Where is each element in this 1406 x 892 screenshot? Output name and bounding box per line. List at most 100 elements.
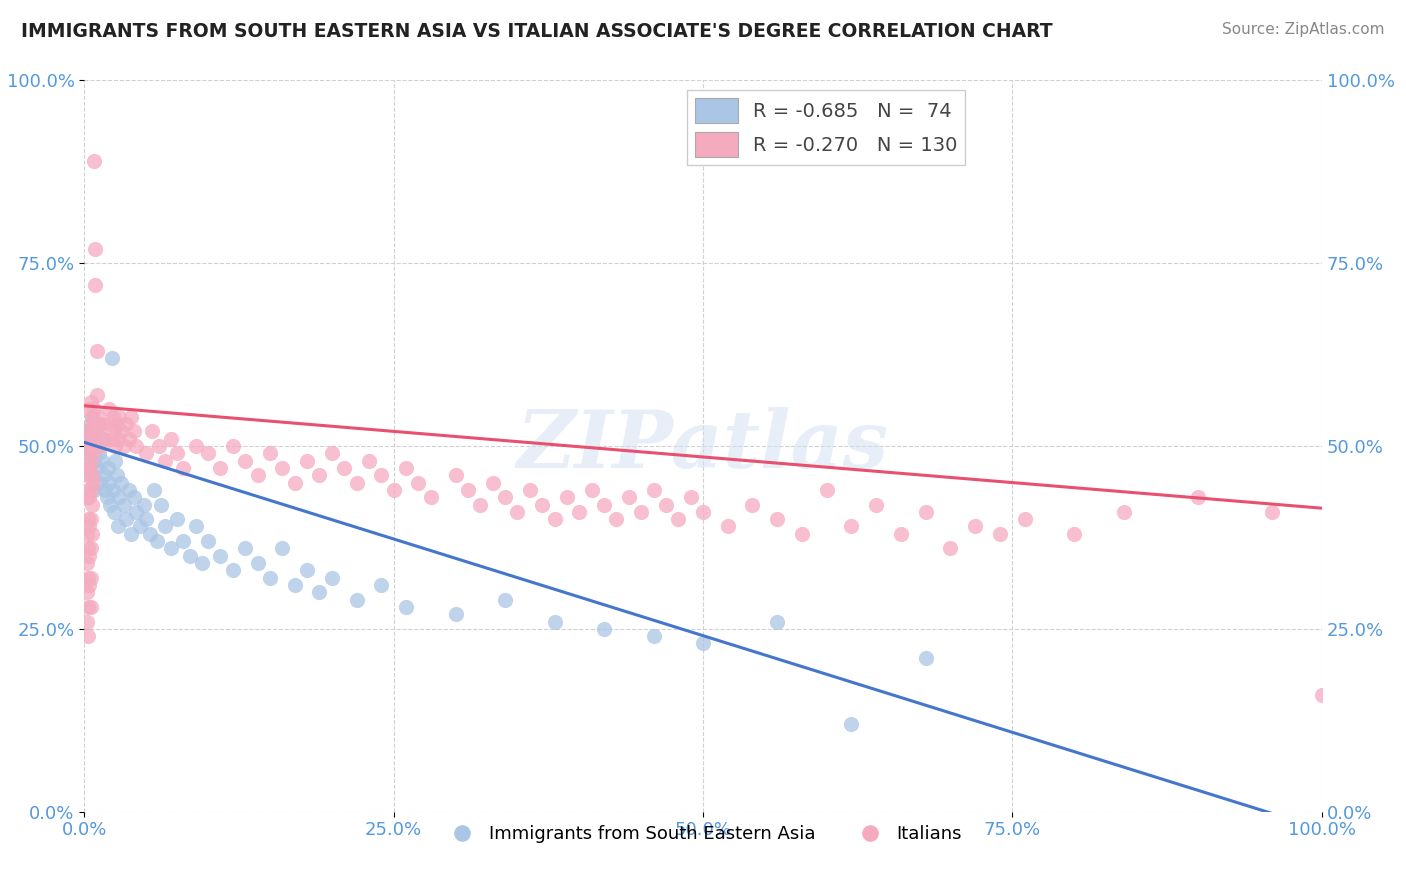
Point [83,453,105,467]
Point [108,490,131,504]
Point [79,402,101,417]
Point [83,402,105,417]
Point [191,556,214,570]
Point [841,519,863,533]
Legend: Immigrants from South Eastern Asia, Italians: Immigrants from South Eastern Asia, Ital… [437,818,969,850]
Point [679,490,702,504]
Point [86,343,108,358]
Text: ZIPatlas: ZIPatlas [517,408,889,484]
Point [107,519,129,533]
Point [494,490,516,504]
Point [76,425,98,439]
Point [890,526,912,541]
Point [122,425,145,439]
Point [321,571,343,585]
Point [988,526,1011,541]
Point [166,446,188,460]
Point [105,468,128,483]
Point [197,534,219,549]
Point [1261,505,1284,519]
Point [76,615,98,629]
Point [80,439,103,453]
Point [98,475,121,490]
Point [141,425,163,439]
Point [84,417,107,431]
Point [160,432,183,446]
Point [692,505,714,519]
Point [790,526,813,541]
Point [82,475,104,490]
Point [135,512,157,526]
Point [153,453,176,467]
Point [76,446,98,460]
Point [233,453,256,467]
Point [122,490,145,504]
Point [115,417,138,431]
Point [308,468,330,483]
Point [172,461,194,475]
Point [77,571,100,585]
Point [166,512,188,526]
Point [1187,490,1209,504]
Point [83,483,105,497]
Point [939,541,962,556]
Point [129,519,152,533]
Point [77,432,100,446]
Point [100,351,122,366]
Point [146,534,169,549]
Point [107,432,129,446]
Point [568,505,591,519]
Point [118,432,141,446]
Point [86,417,108,431]
Point [233,541,256,556]
Point [94,483,117,497]
Point [531,498,554,512]
Point [1112,505,1135,519]
Point [90,417,112,431]
Point [79,512,101,526]
Point [593,498,616,512]
Point [543,615,565,629]
Point [172,534,194,549]
Point [370,468,392,483]
Point [105,417,128,431]
Point [125,439,148,453]
Point [357,453,380,467]
Point [184,519,207,533]
Point [841,717,863,731]
Point [1014,512,1036,526]
Point [100,432,122,446]
Point [79,468,101,483]
Point [79,519,101,533]
Text: Source: ZipAtlas.com: Source: ZipAtlas.com [1222,22,1385,37]
Point [125,505,148,519]
Point [153,519,176,533]
Point [77,599,100,614]
Point [865,498,887,512]
Point [444,607,467,622]
Point [395,599,418,614]
Point [91,432,114,446]
Point [321,446,343,460]
Point [110,425,132,439]
Point [91,432,114,446]
Point [86,388,108,402]
Point [79,453,101,467]
Point [308,585,330,599]
Point [80,409,103,424]
Point [103,425,125,439]
Point [519,483,541,497]
Point [120,526,142,541]
Point [89,425,111,439]
Point [271,541,294,556]
Text: IMMIGRANTS FROM SOUTH EASTERN ASIA VS ITALIAN ASSOCIATE'S DEGREE CORRELATION CHA: IMMIGRANTS FROM SOUTH EASTERN ASIA VS IT… [21,22,1053,41]
Point [101,409,124,424]
Point [333,461,356,475]
Point [148,439,170,453]
Point [86,461,108,475]
Point [83,432,105,446]
Point [370,578,392,592]
Point [79,549,101,563]
Point [87,417,110,431]
Point [142,483,165,497]
